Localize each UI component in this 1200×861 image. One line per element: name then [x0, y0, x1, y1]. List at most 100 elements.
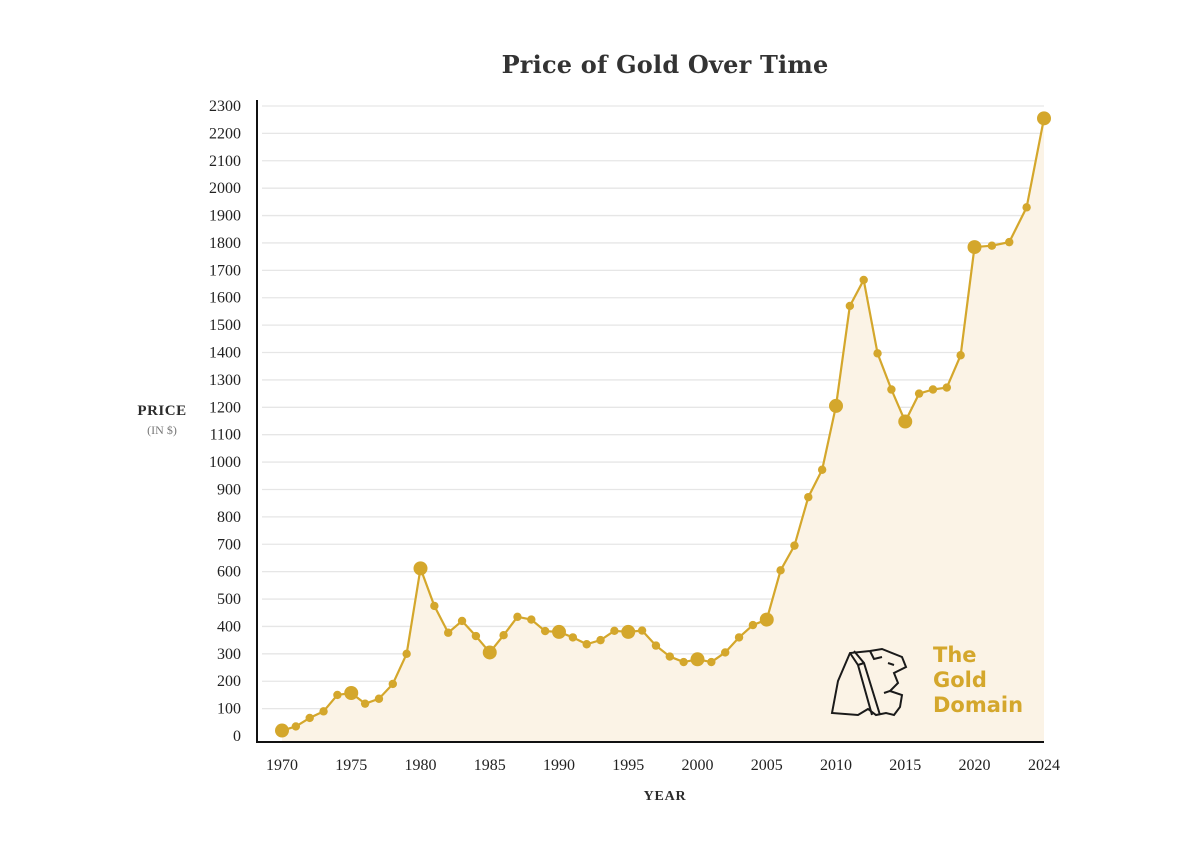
y-tick-label: 2100 [209, 153, 241, 170]
y-tick-label: 0 [233, 728, 241, 745]
y-tick-label: 1700 [209, 262, 241, 279]
x-axis-label: YEAR [643, 789, 687, 804]
y-tick-label: 1500 [209, 317, 241, 334]
data-point [817, 465, 827, 474]
data-point [928, 385, 938, 394]
data-point [873, 349, 882, 358]
y-axis-unit-label: (IN $) [147, 423, 177, 437]
data-points [275, 111, 1051, 738]
data-point [1022, 203, 1031, 212]
data-point [748, 620, 758, 630]
data-point [942, 383, 951, 392]
data-point-major [829, 398, 843, 413]
data-point [582, 640, 591, 649]
data-point-major [344, 685, 359, 700]
data-point-major [898, 414, 913, 429]
data-point [914, 389, 924, 398]
y-tick-label: 1800 [209, 235, 241, 252]
y-tick-label: 1200 [209, 399, 241, 416]
area-fill [282, 118, 1044, 741]
logo-line-2: Gold [933, 668, 987, 692]
x-tick-label: 1985 [474, 757, 506, 774]
data-point [568, 633, 578, 642]
y-tick-label: 900 [217, 481, 241, 498]
data-point [291, 722, 301, 731]
data-point [444, 628, 453, 637]
data-point [679, 657, 688, 667]
data-point [734, 633, 744, 642]
x-tick-label: 2005 [751, 757, 783, 774]
y-tick-label: 200 [217, 673, 241, 690]
data-point-major [275, 723, 289, 738]
data-point [388, 679, 397, 689]
x-tick-label: 2024 [1028, 757, 1060, 774]
y-tick-label: 800 [217, 509, 241, 526]
data-point [1005, 237, 1014, 247]
x-tick-label: 1995 [612, 757, 644, 774]
data-point-major [759, 612, 774, 627]
y-tick-label: 500 [217, 591, 241, 608]
y-tick-label: 1300 [209, 372, 241, 389]
data-point-major [690, 652, 705, 667]
x-tick-label: 2015 [889, 757, 921, 774]
lion-head-icon [830, 647, 908, 717]
data-point-major [482, 645, 497, 660]
chart-title: Price of Gold Over Time [501, 50, 829, 79]
data-point [665, 652, 674, 661]
y-tick-labels: 0 100 200 300 400 500 600 700 800 900 1000 1100 1200… [209, 98, 241, 745]
data-point [527, 615, 536, 624]
data-point [319, 707, 328, 716]
data-point [859, 275, 868, 285]
y-tick-label: 2000 [209, 180, 241, 197]
data-point [513, 612, 522, 622]
logo-text: The Gold Domain [933, 643, 1023, 718]
data-point [887, 385, 896, 394]
data-point [637, 626, 647, 635]
y-tick-label: 1000 [209, 454, 241, 471]
data-point [651, 641, 661, 650]
y-tick-label: 1900 [209, 208, 241, 225]
data-point [776, 566, 785, 575]
data-point [457, 616, 467, 626]
brand-logo: The Gold Domain [828, 643, 1048, 723]
data-point [707, 657, 716, 667]
logo-line-1: The [933, 643, 977, 667]
y-tick-label: 400 [217, 618, 241, 635]
data-point-major [1037, 111, 1051, 126]
data-point-major [413, 561, 428, 576]
y-tick-label: 1400 [209, 345, 241, 362]
x-tick-labels: 1970 1975 1980 1985 1990 1995 2000 2005 2010 2015… [266, 757, 1060, 774]
data-point [987, 241, 997, 250]
data-point [721, 648, 730, 657]
data-point [471, 631, 481, 641]
data-point [845, 301, 855, 311]
x-tick-label: 2000 [682, 757, 714, 774]
data-point [430, 601, 439, 611]
y-tick-label: 600 [217, 564, 241, 581]
data-point [360, 699, 370, 708]
data-point [499, 631, 508, 640]
data-point [804, 492, 813, 502]
data-point-major [621, 624, 636, 639]
data-point [305, 713, 314, 723]
y-tick-label: 2200 [209, 125, 241, 142]
y-tick-label: 700 [217, 536, 241, 553]
y-tick-label: 300 [217, 646, 241, 663]
x-tick-label: 2010 [820, 757, 852, 774]
data-point-major [552, 624, 566, 639]
data-point [374, 694, 384, 703]
x-tick-label: 1990 [543, 757, 575, 774]
data-point-major [967, 240, 982, 255]
x-tick-label: 2020 [959, 757, 991, 774]
y-tick-label: 1600 [209, 290, 241, 307]
data-point [540, 626, 550, 636]
logo-line-3: Domain [933, 693, 1024, 717]
y-axis-label: PRICE [137, 403, 187, 419]
data-point [402, 649, 411, 659]
y-tick-label: 100 [217, 701, 241, 718]
data-point [596, 635, 605, 645]
y-tick-label: 1100 [210, 427, 241, 444]
x-tick-label: 1970 [266, 757, 298, 774]
x-tick-label: 1980 [405, 757, 437, 774]
